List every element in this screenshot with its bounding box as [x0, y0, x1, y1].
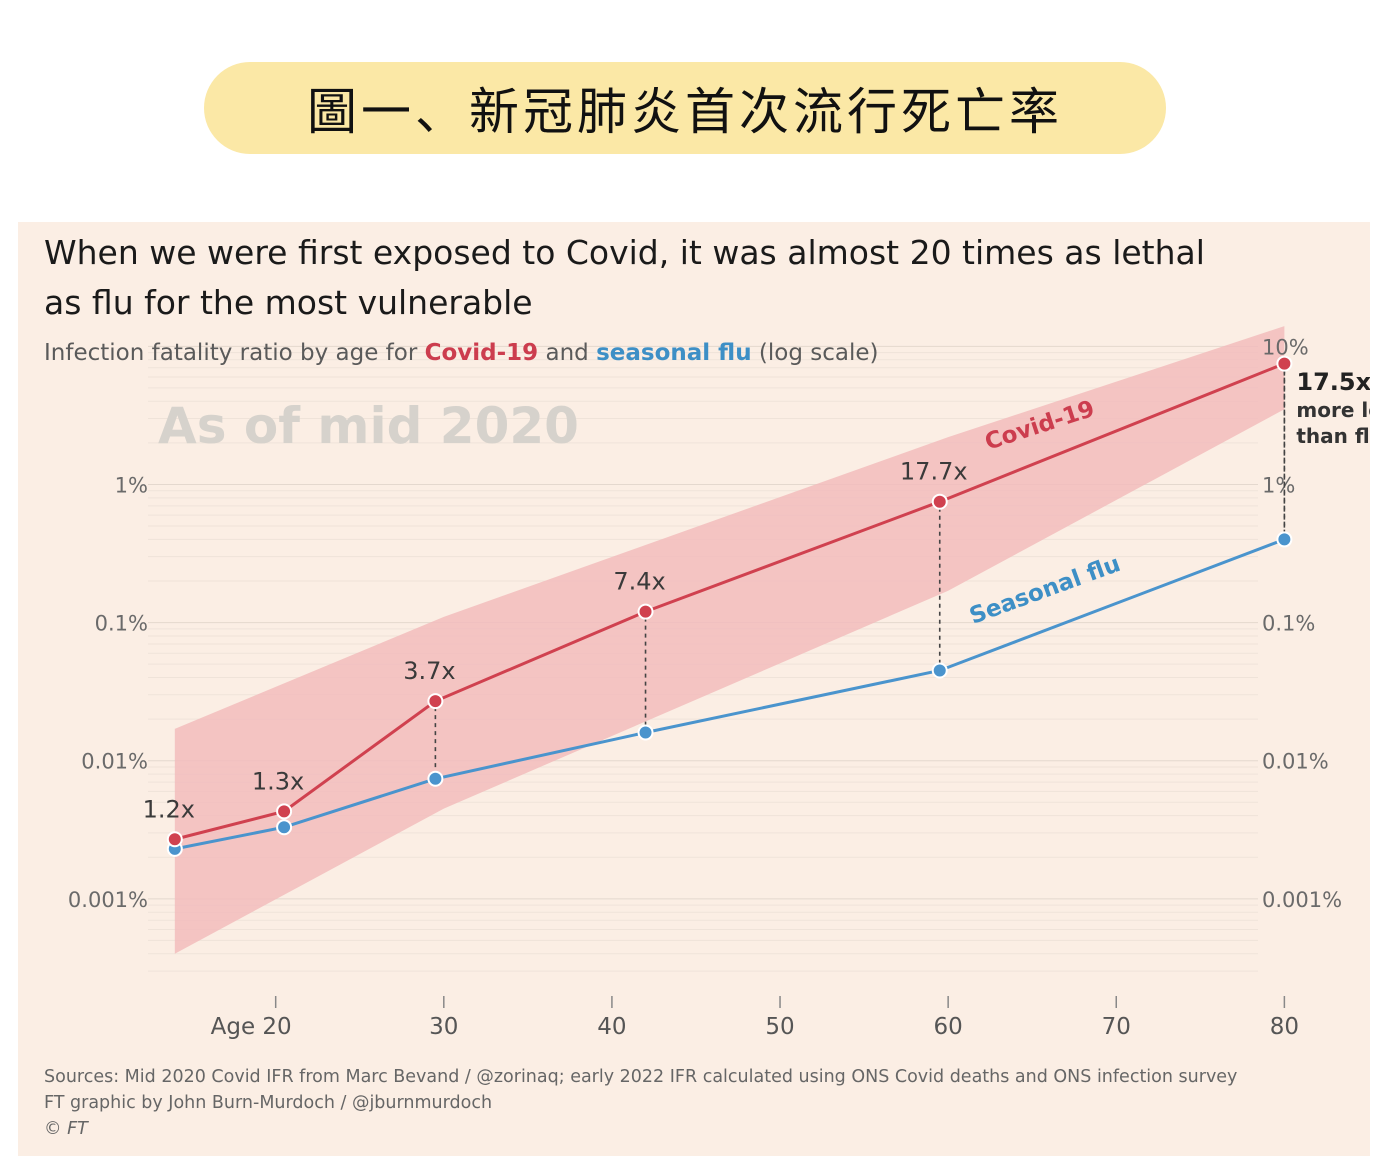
sources-line: Sources: Mid 2020 Covid IFR from Marc Be… — [44, 1067, 1238, 1087]
y-tick-label-right: 0.1% — [1262, 612, 1315, 636]
covid-point — [427, 693, 444, 710]
ratio-droplines — [434, 369, 1286, 773]
subtitle-covid: Covid-19 — [424, 340, 539, 366]
covid-point — [637, 603, 654, 620]
ratio-labels: 1.2x 1.3x 3.7x 7.4x 17.7x — [143, 458, 968, 824]
chart-card: As of mid 2020 1% 0.1% 0.01% 0.001% 10% 1% 0.… — [18, 222, 1370, 1156]
chart-title-line1: When we were first exposed to Covid, it … — [44, 233, 1205, 272]
x-tick-label: 60 — [934, 1014, 963, 1040]
flu-point — [1276, 531, 1293, 548]
copyright-line: © FT — [44, 1119, 88, 1139]
flu-point — [427, 770, 444, 787]
covid-uncertainty-band — [174, 326, 1285, 954]
subtitle-flu: seasonal flu — [596, 340, 752, 366]
flu-line — [174, 538, 1285, 851]
y-tick-label-right: 0.01% — [1262, 750, 1329, 774]
ratio-label: 17.7x — [900, 458, 968, 486]
covid-point — [166, 831, 183, 848]
credit-line: FT graphic by John Burn-Murdoch / @jburn… — [44, 1093, 493, 1113]
y-axis-right: 10% 1% 0.1% 0.01% 0.001% — [1262, 335, 1342, 912]
y-tick-label-left: 0.001% — [68, 888, 148, 912]
y-axis-left: 1% 0.1% 0.01% 0.001% — [68, 473, 148, 911]
x-tick-label: 50 — [765, 1014, 794, 1040]
final-ratio-label: 17.5x — [1296, 368, 1370, 396]
ratio-label: 3.7x — [403, 657, 455, 685]
ratio-label: 1.3x — [252, 767, 304, 795]
covid-point — [276, 803, 293, 820]
y-tick-label-right: 1% — [1262, 473, 1295, 497]
x-tick-label: 30 — [429, 1014, 458, 1040]
series-lines — [174, 362, 1285, 851]
y-tick-label-left: 0.1% — [95, 612, 148, 636]
chart-sources: Sources: Mid 2020 Covid IFR from Marc Be… — [44, 1064, 1237, 1142]
series-points — [166, 355, 1293, 857]
x-tick-label: 70 — [1102, 1014, 1131, 1040]
x-axis: Age 20 30 40 50 60 70 80 — [211, 996, 1299, 1040]
figure-banner: 圖一、新冠肺炎首次流行死亡率 — [204, 62, 1166, 154]
flu-point — [276, 819, 293, 836]
y-tick-label-right: 10% — [1262, 335, 1309, 359]
watermark-text: As of mid 2020 — [158, 397, 579, 455]
covid-point — [1276, 355, 1293, 372]
ratio-label: 7.4x — [613, 568, 665, 596]
y-tick-label-right: 0.001% — [1262, 888, 1342, 912]
covid-point — [931, 493, 948, 510]
x-tick-label: 40 — [597, 1014, 626, 1040]
chart-subtitle: Infection fatality ratio by age for Covi… — [44, 340, 879, 366]
flu-point — [931, 662, 948, 679]
subtitle-middle: and — [538, 340, 597, 366]
banner-title: 圖一、新冠肺炎首次流行死亡率 — [307, 83, 1063, 141]
y-tick-label-left: 0.01% — [81, 750, 148, 774]
subtitle-prefix: Infection fatality ratio by age for — [44, 340, 425, 366]
final-annotation-line2: than flu — [1296, 424, 1370, 448]
flu-point — [637, 724, 654, 741]
x-tick-label: 80 — [1270, 1014, 1299, 1040]
chart-title-line2: as flu for the most vulnerable — [44, 283, 533, 322]
ratio-label: 1.2x — [143, 795, 195, 823]
final-annotation: 17.5x more lethal than flu — [1296, 368, 1370, 448]
chart-svg: As of mid 2020 1% 0.1% 0.01% 0.001% 10% 1% 0.… — [68, 326, 1370, 1040]
final-annotation-line1: more lethal — [1296, 398, 1370, 422]
x-tick-label: Age 20 — [211, 1014, 292, 1040]
subtitle-suffix: (log scale) — [751, 340, 879, 366]
chart-title: When we were first exposed to Covid, it … — [44, 228, 1324, 328]
covid-line — [174, 362, 1285, 841]
y-tick-label-left: 1% — [115, 473, 148, 497]
